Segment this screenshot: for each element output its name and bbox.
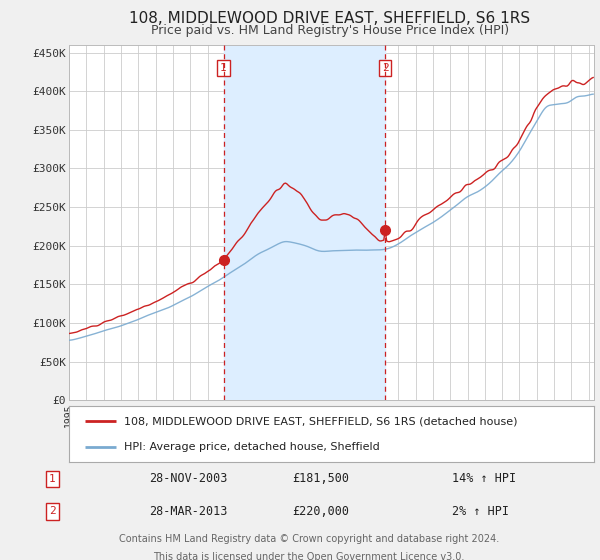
Text: HPI: Average price, detached house, Sheffield: HPI: Average price, detached house, Shef… bbox=[124, 442, 380, 452]
Text: 28-MAR-2013: 28-MAR-2013 bbox=[149, 505, 228, 517]
Text: 108, MIDDLEWOOD DRIVE EAST, SHEFFIELD, S6 1RS: 108, MIDDLEWOOD DRIVE EAST, SHEFFIELD, S… bbox=[130, 11, 530, 26]
Text: 108, MIDDLEWOOD DRIVE EAST, SHEFFIELD, S6 1RS (detached house): 108, MIDDLEWOOD DRIVE EAST, SHEFFIELD, S… bbox=[124, 416, 518, 426]
Text: 2: 2 bbox=[49, 506, 56, 516]
Text: 2: 2 bbox=[382, 63, 389, 73]
Text: This data is licensed under the Open Government Licence v3.0.: This data is licensed under the Open Gov… bbox=[154, 552, 464, 560]
Bar bbox=[224, 45, 385, 400]
Text: 1: 1 bbox=[220, 63, 227, 73]
Text: £181,500: £181,500 bbox=[292, 473, 349, 486]
Text: 2% ↑ HPI: 2% ↑ HPI bbox=[452, 505, 509, 517]
Text: 1: 1 bbox=[49, 474, 56, 484]
Text: Price paid vs. HM Land Registry's House Price Index (HPI): Price paid vs. HM Land Registry's House … bbox=[151, 24, 509, 37]
Text: 28-NOV-2003: 28-NOV-2003 bbox=[149, 473, 228, 486]
Text: £220,000: £220,000 bbox=[292, 505, 349, 517]
Text: Contains HM Land Registry data © Crown copyright and database right 2024.: Contains HM Land Registry data © Crown c… bbox=[119, 534, 499, 544]
Text: 14% ↑ HPI: 14% ↑ HPI bbox=[452, 473, 515, 486]
